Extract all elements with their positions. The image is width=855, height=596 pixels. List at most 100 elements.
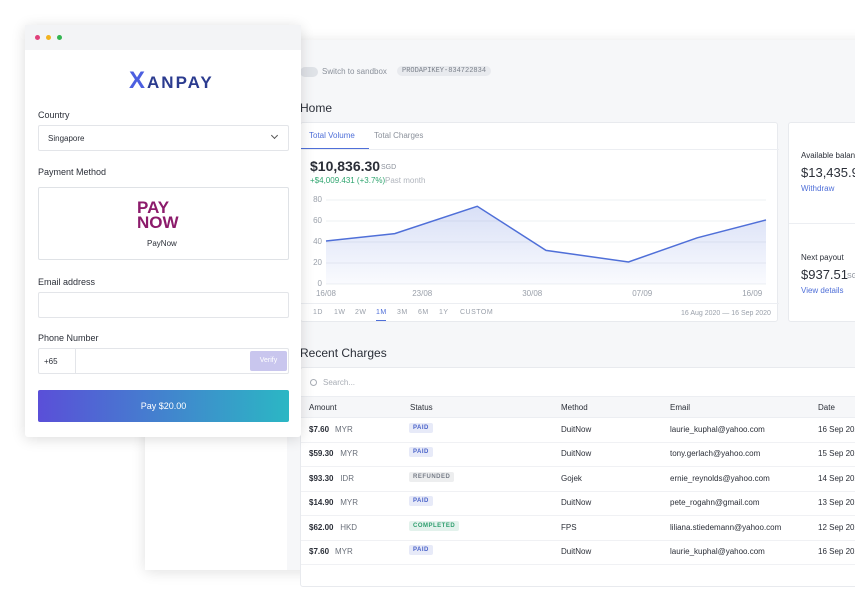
chart-tab[interactable]: Total Volume: [309, 131, 355, 140]
method: DuitNow: [561, 547, 592, 556]
date: 12 Sep 202: [818, 522, 855, 532]
available-amount: $13,435.9: [801, 165, 855, 180]
column-header[interactable]: Amount: [309, 403, 337, 412]
column-header[interactable]: Date: [818, 403, 835, 412]
amount: $59.30: [309, 449, 334, 459]
view-details-link[interactable]: View details: [801, 286, 844, 295]
code-divider: [75, 349, 76, 373]
row-divider: [301, 539, 855, 541]
home-title: Home: [300, 101, 333, 115]
x-tick-label: 23/08: [412, 289, 433, 298]
currency: MYR: [340, 449, 358, 459]
email: laurie_kuphal@yahoo.com: [670, 547, 765, 556]
row-divider: [301, 490, 855, 492]
search-input[interactable]: Search...: [323, 378, 356, 387]
chart-tab[interactable]: Total Charges: [374, 131, 424, 140]
field-label: Email address: [38, 277, 96, 287]
method: DuitNow: [561, 498, 592, 508]
email-input[interactable]: [38, 292, 289, 318]
payout-label: Next payout: [801, 253, 844, 262]
phone-code: +65: [44, 357, 58, 366]
y-tick-label: 60: [313, 216, 322, 225]
amount: $14.90: [309, 498, 334, 508]
range-option[interactable]: 1Y: [439, 309, 449, 316]
row-divider: [301, 466, 855, 468]
phone-input[interactable]: +65 Verify: [38, 348, 289, 374]
sandbox-toggle[interactable]: [300, 67, 318, 77]
currency: MYR: [340, 498, 358, 508]
header-row: [301, 396, 855, 418]
payout-amount: $937.51: [801, 267, 848, 282]
area: [326, 206, 766, 284]
status-badge: PAID: [409, 496, 433, 507]
paynow-logo: NOW: [137, 213, 179, 232]
method-box[interactable]: PAY NOW PayNow: [38, 187, 289, 260]
window-dot: [57, 35, 62, 40]
pay-button[interactable]: Pay $20.00: [38, 390, 289, 422]
amount: $62.00: [309, 522, 334, 532]
email: pete_rogahn@gmail.com: [670, 498, 760, 508]
currency: HKD: [340, 522, 358, 532]
email: tony.gerlach@yahoo.com: [670, 449, 761, 459]
y-tick-label: 80: [313, 195, 322, 204]
email: ernie_reynolds@yahoo.com: [670, 473, 770, 483]
x-tick-label: 07/09: [632, 289, 653, 298]
amount: $7.60: [309, 425, 330, 434]
x-tick-label: 16/09: [742, 289, 763, 298]
field-label: Country: [38, 110, 70, 120]
method: Gojek: [561, 473, 582, 483]
window-dot: [46, 35, 51, 40]
row-divider: [301, 442, 855, 443]
volume-card: Total Volume Total Charges $10,836.30 SGD +$…: [300, 122, 779, 322]
status-badge: PAID: [409, 423, 433, 433]
range-option[interactable]: 2W: [355, 309, 367, 316]
x-tick-label: 30/08: [522, 289, 543, 298]
logo: XANPAY: [129, 67, 214, 94]
field-label: Payment Method: [38, 167, 107, 177]
recent-charges-title: Recent Charges: [300, 346, 387, 360]
currency: MYR: [335, 425, 353, 434]
column-header[interactable]: Email: [670, 403, 691, 412]
date: 13 Sep 202: [818, 498, 855, 508]
range-option[interactable]: 3M: [397, 309, 408, 316]
currency: MYR: [335, 547, 353, 556]
method: DuitNow: [561, 425, 592, 434]
y-tick-label: 20: [313, 258, 322, 267]
range-underline: [376, 320, 386, 321]
y-tick-label: 40: [313, 237, 322, 246]
verify-button[interactable]: Verify: [250, 351, 287, 371]
column-header[interactable]: Method: [561, 403, 588, 412]
row-divider: [301, 564, 855, 565]
range-option[interactable]: 1M: [376, 309, 387, 316]
email: liliana.stiedemann@yahoo.com: [670, 522, 782, 532]
range-option[interactable]: 6M: [418, 309, 429, 316]
amount: $93.30: [309, 473, 334, 483]
payment-widget: XANPAY Country Singapore Payment Method PAY N…: [25, 25, 301, 437]
search-icon: [310, 379, 317, 386]
country-select[interactable]: Singapore: [38, 125, 289, 151]
paynow-logo: PAY: [137, 198, 170, 217]
volume-currency: SGD: [381, 164, 397, 171]
field-label: Phone Number: [38, 333, 99, 343]
date: 14 Sep 202: [818, 473, 855, 483]
date: 16 Sep 202: [818, 425, 855, 434]
payout-currency: SG: [847, 273, 855, 280]
withdraw-link[interactable]: Withdraw: [801, 184, 835, 193]
line: [325, 205, 767, 263]
range-option[interactable]: 1W: [334, 309, 346, 316]
status-badge: REFUNDED: [409, 471, 455, 482]
date: 15 Sep 202: [818, 449, 855, 459]
range-option[interactable]: CUSTOM: [460, 309, 494, 316]
range-option[interactable]: 1D: [313, 309, 323, 316]
x-tick-label: 16/08: [316, 289, 337, 298]
status-badge: PAID: [409, 447, 433, 458]
method: DuitNow: [561, 449, 592, 459]
country-value: Singapore: [48, 134, 85, 143]
status-badge: COMPLETED: [409, 520, 460, 531]
title-bar: [25, 25, 301, 50]
row-divider: [301, 515, 855, 517]
column-header[interactable]: Status: [410, 403, 433, 412]
date-range: 16 Aug 2020 — 16 Sep 2020: [681, 310, 771, 317]
volume-amount: $10,836.30: [310, 158, 381, 174]
